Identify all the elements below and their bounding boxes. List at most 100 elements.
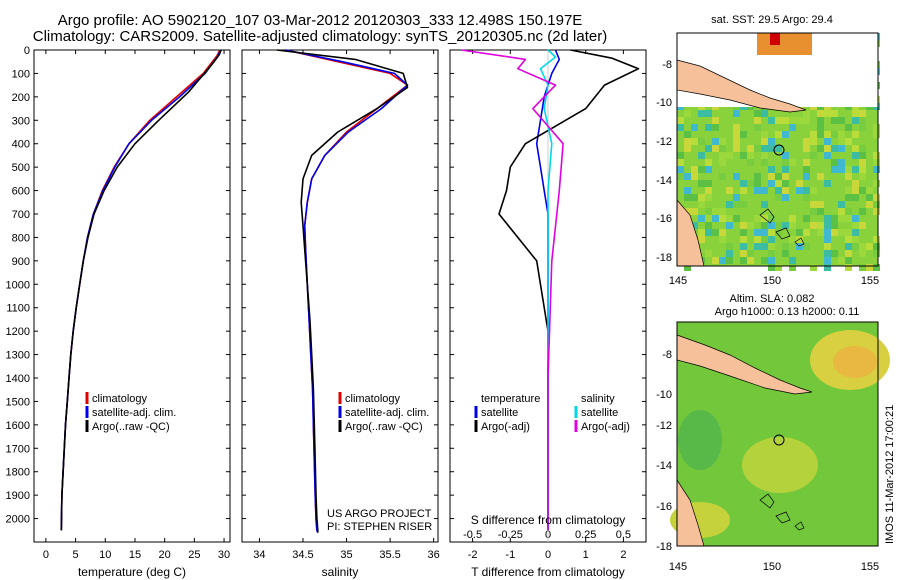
- sst-pixel: [838, 229, 845, 236]
- sst-pixel: [768, 173, 775, 180]
- sst-pixel: [845, 257, 852, 264]
- sst-pixel: [831, 110, 838, 117]
- sst-pixel: [859, 124, 866, 131]
- sst-pixel: [768, 222, 775, 229]
- sst-pixel: [859, 117, 866, 124]
- s-difference-tick-label: 0.25: [575, 529, 596, 541]
- sst-pixel: [810, 264, 817, 271]
- x-tick-label: 36: [428, 549, 440, 561]
- sst-xtick-150: 150: [763, 275, 781, 287]
- sst-pixel: [698, 152, 705, 159]
- sst-pixel: [810, 131, 817, 138]
- sst-pixel: [726, 201, 733, 208]
- sst-pixel: [817, 124, 824, 131]
- sst-pixel: [719, 236, 726, 243]
- sst-pixel: [775, 131, 782, 138]
- sst-pixel: [782, 180, 789, 187]
- sla-high-ne-core: [833, 346, 877, 378]
- legend-label-satellite-s: satellite-adj. clim.: [345, 407, 429, 419]
- sst-pixel: [733, 145, 740, 152]
- sst-pixel: [803, 145, 810, 152]
- sst-pixel: [803, 138, 810, 145]
- sst-pixel: [775, 222, 782, 229]
- sst-pixel: [859, 187, 866, 194]
- sst-pixel: [810, 208, 817, 215]
- sst-pixel: [845, 138, 852, 145]
- sla-land-new-guinea: [676, 334, 813, 395]
- sst-pixel: [698, 166, 705, 173]
- sst-pixel: [754, 180, 761, 187]
- x-tick-label: -1: [505, 549, 515, 561]
- sst-pixel: [705, 208, 712, 215]
- depth-tick-label: 1800: [6, 467, 30, 479]
- x-tick-label: 0: [545, 549, 551, 561]
- sla-ytick-8: -8: [662, 349, 672, 361]
- sst-pixel: [817, 208, 824, 215]
- sst-pixel: [873, 124, 880, 131]
- sst-pixel: [817, 173, 824, 180]
- sst-pixel: [852, 194, 859, 201]
- sst-pixel: [782, 117, 789, 124]
- sst-map-axes: 145 150 155 -8 -10 -12 -14 -16 -18: [656, 59, 879, 287]
- sst-pixel: [852, 110, 859, 117]
- salinity-plot: 34 34.5 35 35.5 36: [242, 49, 440, 561]
- sst-pixel: [789, 215, 796, 222]
- sst-pixel: [824, 110, 831, 117]
- legend-diff-label-2: satellite: [581, 407, 618, 419]
- sst-pixel: [761, 201, 768, 208]
- x-tick-label: -2: [468, 549, 478, 561]
- sst-pixel: [796, 180, 803, 187]
- sst-pixel: [677, 159, 684, 166]
- series-line-argo-raw-qc: [60, 49, 222, 531]
- sst-pixel: [873, 208, 880, 215]
- sst-pixel: [782, 159, 789, 166]
- sst-pixel: [845, 243, 852, 250]
- sst-pixel: [712, 117, 719, 124]
- sst-pixel: [768, 215, 775, 222]
- sla-xtick-155: 155: [861, 561, 879, 573]
- sst-pixel: [705, 110, 712, 117]
- sst-pixel: [761, 243, 768, 250]
- legend-label-climatology: climatology: [92, 393, 148, 405]
- sst-pixel: [712, 208, 719, 215]
- sst-pixel: [810, 201, 817, 208]
- sst-pixel: [817, 229, 824, 236]
- sst-ytick-18: -18: [656, 252, 672, 264]
- x-tick-label: 15: [129, 549, 141, 561]
- s-difference-tick-label: 0.5: [616, 529, 631, 541]
- sst-pixel: [824, 229, 831, 236]
- sst-pixel: [824, 180, 831, 187]
- sst-pixel: [831, 215, 838, 222]
- sla-map: [670, 321, 890, 547]
- s-difference-tick-label: -0.25: [498, 529, 523, 541]
- sst-hot-core: [770, 33, 780, 45]
- title-line-1: Argo profile: AO 5902120_107 03-Mar-2012…: [57, 12, 583, 29]
- sla-ytick-18: -18: [656, 541, 672, 553]
- sst-pixel: [705, 166, 712, 173]
- sst-pixel: [859, 250, 866, 257]
- sst-pixel: [740, 250, 747, 257]
- sst-pixel: [824, 257, 831, 264]
- sla-ytick-12: -12: [656, 420, 672, 432]
- sst-pixel: [754, 215, 761, 222]
- sst-pixel: [705, 215, 712, 222]
- sst-pixel: [796, 243, 803, 250]
- depth-tick-label: 1100: [6, 303, 30, 315]
- sst-pixel: [852, 236, 859, 243]
- sst-pixel: [705, 145, 712, 152]
- depth-tick-label: 1300: [6, 350, 30, 362]
- sst-pixel: [866, 194, 873, 201]
- sst-pixel: [845, 187, 852, 194]
- sst-pixel: [726, 152, 733, 159]
- sst-pixel: [803, 229, 810, 236]
- sst-pixel: [775, 264, 782, 271]
- sst-pixel: [817, 201, 824, 208]
- sst-pixel: [719, 229, 726, 236]
- sla-xtick-145: 145: [669, 561, 687, 573]
- sst-pixel: [866, 201, 873, 208]
- sst-pixel: [684, 110, 691, 117]
- sst-pixel: [859, 243, 866, 250]
- sst-pixel: [768, 138, 775, 145]
- sst-pixel: [866, 243, 873, 250]
